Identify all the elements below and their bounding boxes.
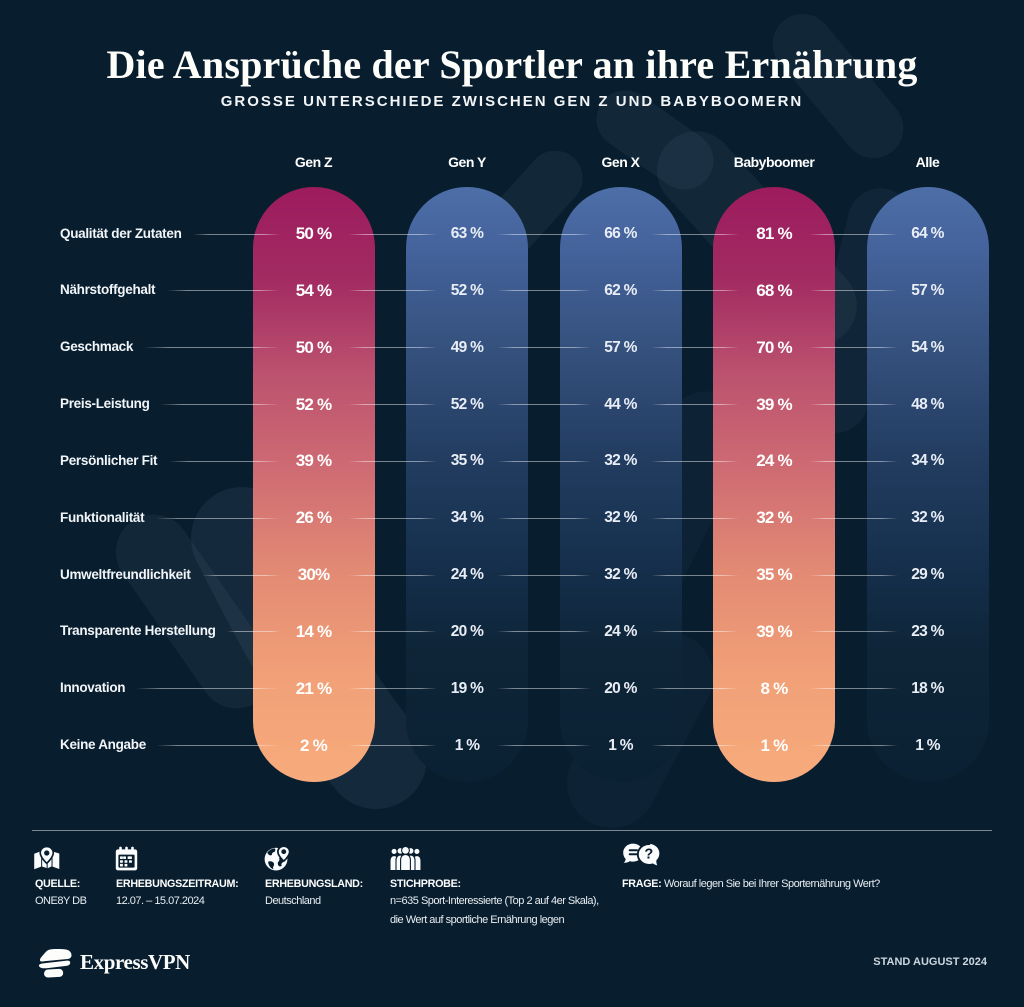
svg-text:?: ? xyxy=(644,846,653,862)
